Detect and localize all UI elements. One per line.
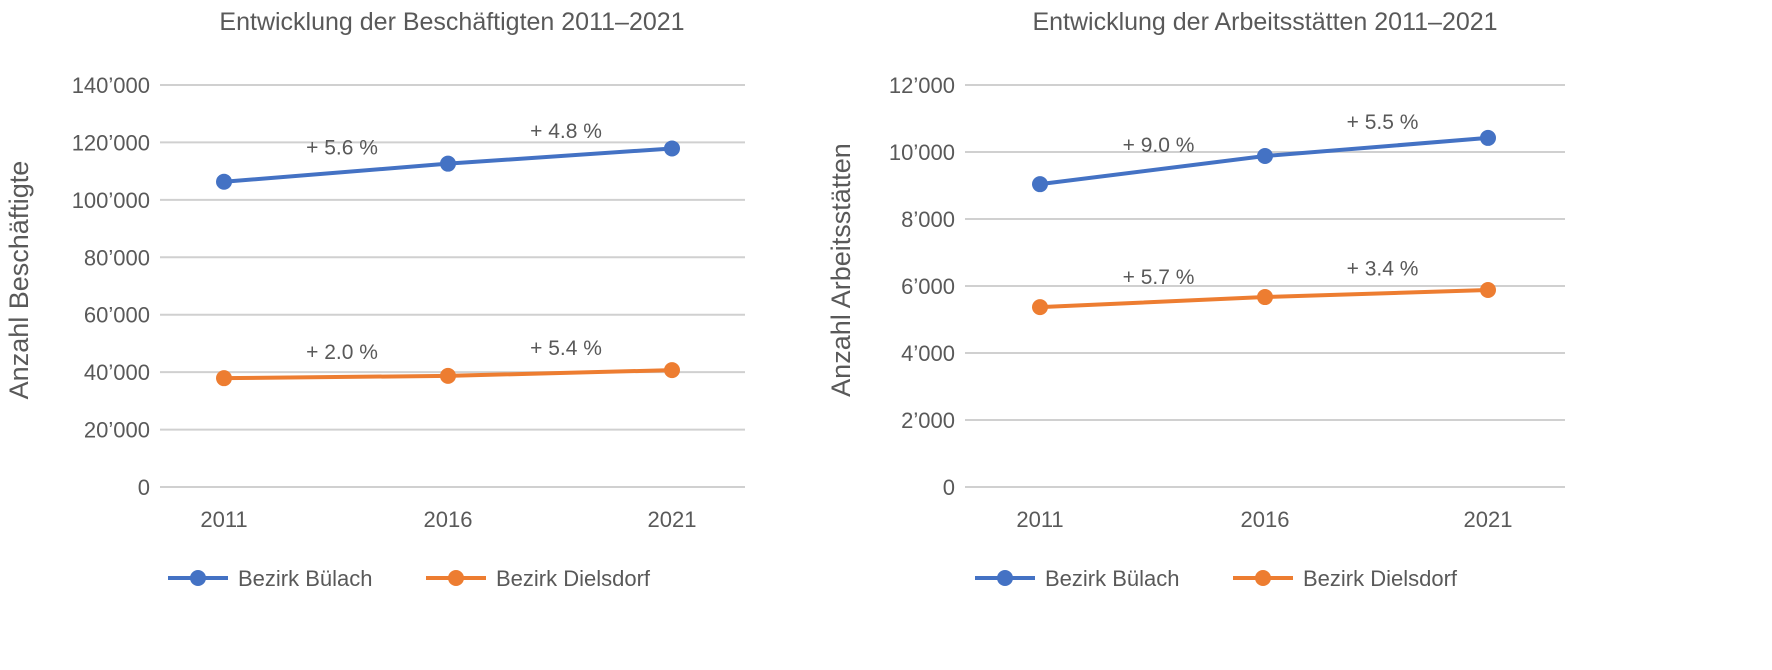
legend-marker [190, 570, 206, 586]
x-tick-label: 2021 [648, 507, 697, 532]
growth-annotation: + 5.7 % [1123, 266, 1195, 289]
growth-annotation: + 3.4 % [1347, 258, 1419, 281]
chart-2: Entwicklung der Arbeitsstätten 2011–2021… [826, 8, 1565, 591]
data-point [1032, 176, 1048, 193]
legend-label: Bezirk Bülach [1045, 566, 1180, 591]
chart-title: Entwicklung der Arbeitsstätten 2011–2021 [1032, 8, 1497, 36]
data-point [216, 370, 232, 387]
y-tick-label: 6’000 [901, 274, 955, 299]
data-point [1257, 289, 1273, 306]
growth-annotation: + 5.5 % [1347, 111, 1419, 134]
y-axis-label: Anzahl Arbeitsstätten [826, 143, 856, 397]
data-point [440, 155, 456, 172]
y-tick-label: 12’000 [889, 73, 955, 98]
x-tick-label: 2021 [1464, 507, 1513, 532]
legend-marker [1255, 570, 1271, 586]
y-tick-label: 40’000 [84, 360, 150, 385]
legend-marker [997, 570, 1013, 586]
growth-annotation: + 4.8 % [530, 120, 602, 143]
data-point [1480, 282, 1496, 299]
x-tick-label: 2016 [424, 507, 473, 532]
x-tick-label: 2016 [1241, 507, 1290, 532]
legend-label: Bezirk Dielsdorf [496, 566, 651, 591]
chart-title: Entwicklung der Beschäftigten 2011–2021 [219, 8, 684, 36]
y-axis-label: Anzahl Beschäftigte [4, 161, 34, 400]
data-point [440, 367, 456, 384]
data-point [1257, 148, 1273, 165]
y-tick-label: 0 [138, 475, 150, 500]
y-tick-label: 20’000 [84, 418, 150, 443]
growth-annotation: + 5.6 % [306, 137, 378, 160]
growth-annotation: + 2.0 % [306, 341, 378, 364]
y-tick-label: 60’000 [84, 303, 150, 328]
legend-marker [448, 570, 464, 586]
data-point [664, 362, 680, 379]
data-point [216, 173, 232, 190]
growth-annotation: + 9.0 % [1123, 134, 1195, 157]
y-tick-label: 8’000 [901, 207, 955, 232]
x-tick-label: 2011 [200, 507, 247, 532]
y-tick-label: 140’000 [72, 73, 150, 98]
y-tick-label: 10’000 [889, 140, 955, 165]
y-tick-label: 100’000 [72, 188, 150, 213]
y-tick-label: 80’000 [84, 245, 150, 270]
legend-label: Bezirk Bülach [238, 566, 373, 591]
data-point [664, 140, 680, 157]
y-tick-label: 2’000 [901, 408, 955, 433]
legend-label: Bezirk Dielsdorf [1303, 566, 1458, 591]
data-point [1032, 299, 1048, 316]
chart-1: Entwicklung der Beschäftigten 2011–2021 A… [4, 8, 745, 591]
y-tick-label: 0 [943, 475, 955, 500]
data-point [1480, 129, 1496, 146]
growth-annotation: + 5.4 % [530, 337, 602, 360]
y-tick-label: 4’000 [901, 341, 955, 366]
x-tick-label: 2011 [1016, 507, 1063, 532]
y-tick-label: 120’000 [72, 130, 150, 155]
